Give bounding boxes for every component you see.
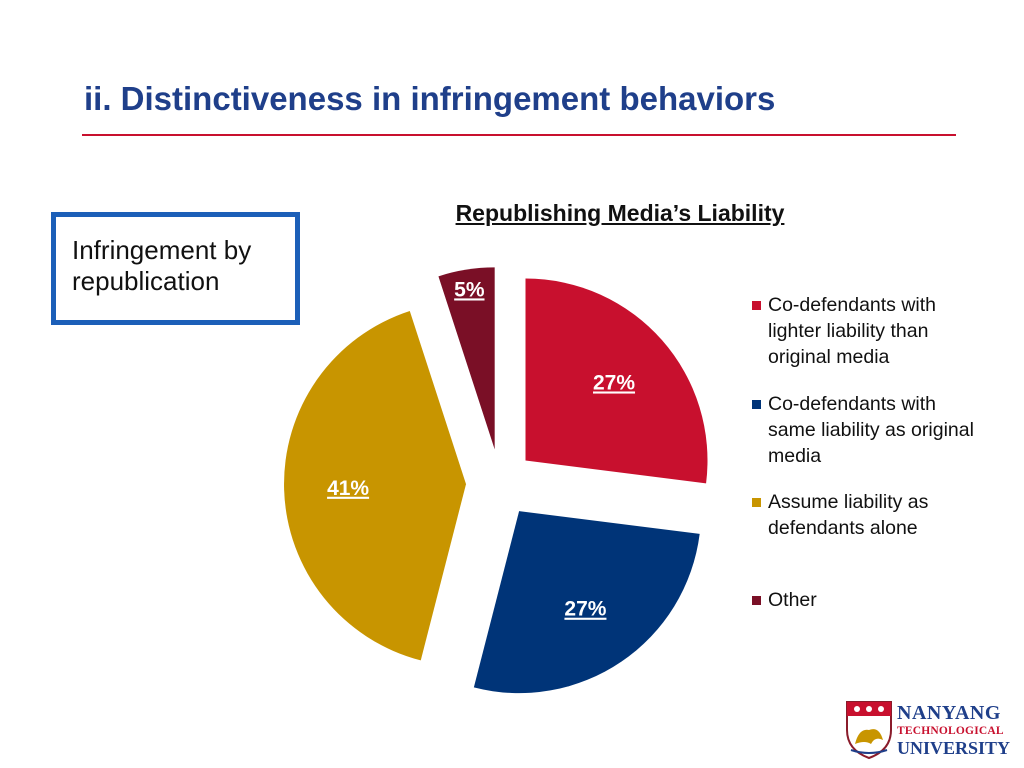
legend-swatch <box>752 400 761 409</box>
legend-swatch <box>752 498 761 507</box>
logo-line-3: UNIVERSITY <box>897 738 1011 758</box>
chart-title: Republishing Media’s Liability <box>455 200 785 226</box>
callout-box: Infringement by republication <box>51 212 300 325</box>
crest-icon <box>846 701 892 760</box>
legend-swatch <box>752 301 761 310</box>
pie-slice <box>284 310 467 661</box>
slice-data-label: 41% <box>327 477 369 500</box>
slice-data-label: 27% <box>593 371 635 394</box>
legend-swatch <box>752 596 761 605</box>
logo-line-2: TECHNOLOGICAL <box>897 725 1004 737</box>
legend-label: Other <box>768 589 817 611</box>
pie-slice <box>473 511 700 694</box>
pie-slice <box>525 278 708 484</box>
logo-line-1: NANYANG <box>897 702 1001 724</box>
legend-label: Co-defendants with lighter liability tha… <box>768 294 937 368</box>
title-divider <box>82 134 956 136</box>
legend-label: Co-defendants with same liability as ori… <box>768 393 974 467</box>
pie-slice <box>438 267 495 450</box>
callout-text: Infringement by republication <box>72 235 252 296</box>
slice-data-label: 5% <box>454 278 485 301</box>
slice-data-label: 27% <box>564 598 606 621</box>
slide-title: ii. Distinctiveness in infringement beha… <box>84 80 776 117</box>
legend-label: Assume liability as defendants alone <box>768 491 929 539</box>
university-logo: NANYANG TECHNOLOGICAL UNIVERSITY <box>845 700 1010 762</box>
